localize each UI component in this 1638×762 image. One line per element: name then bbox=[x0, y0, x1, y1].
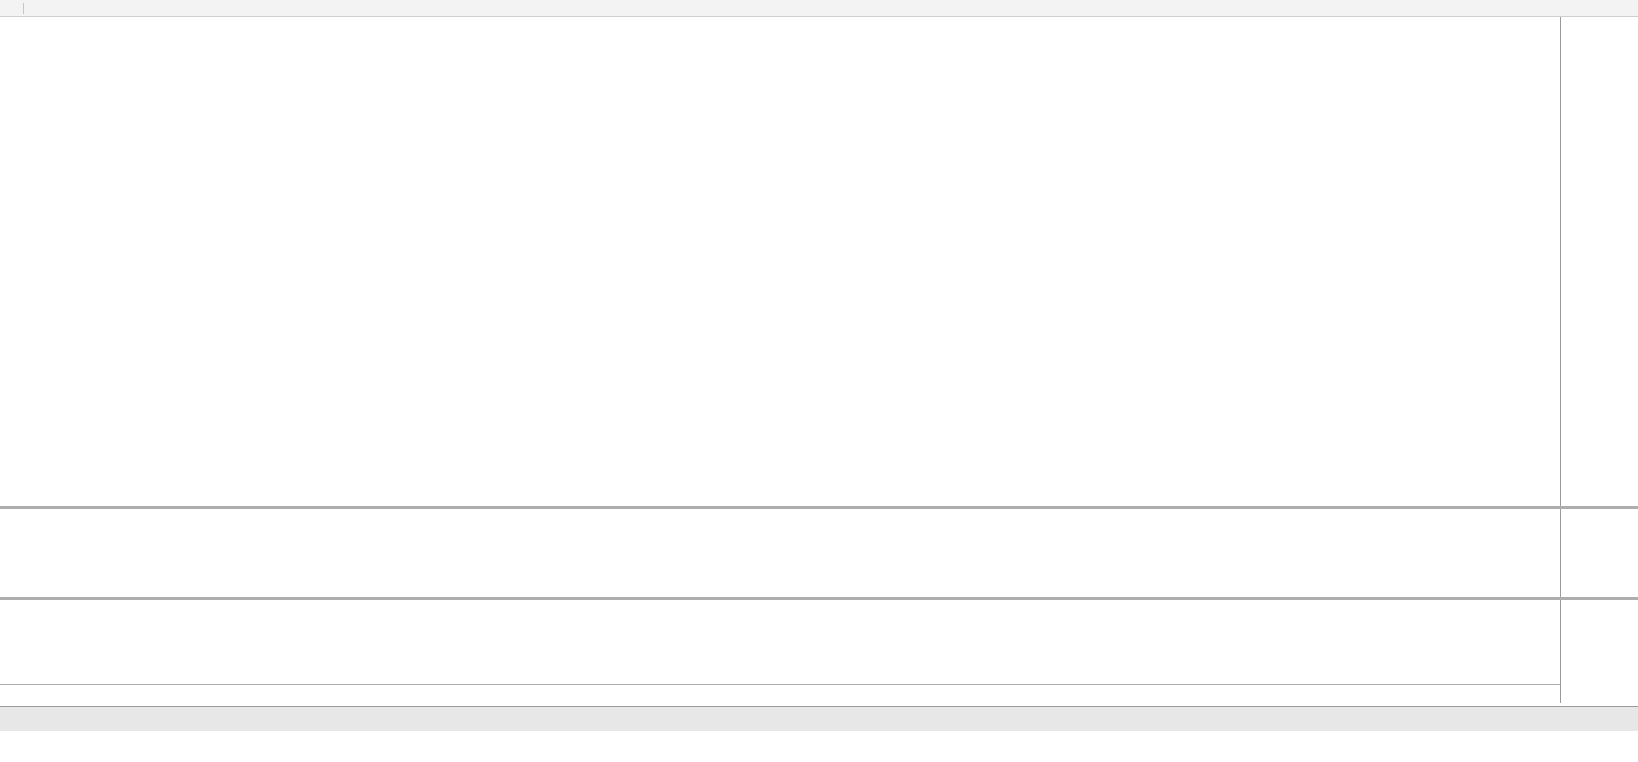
toolbar-separator bbox=[23, 2, 24, 14]
price-chart-panel[interactable] bbox=[0, 17, 1560, 506]
panel-separator-rsi[interactable] bbox=[0, 506, 1638, 509]
price-chart-svg[interactable] bbox=[0, 17, 1560, 506]
rsi-chart-svg[interactable] bbox=[0, 509, 1560, 597]
macd-indicator-panel[interactable] bbox=[0, 600, 1560, 684]
rsi-indicator-panel[interactable] bbox=[0, 509, 1560, 597]
panel-separator-macd[interactable] bbox=[0, 597, 1638, 600]
price-axis-column[interactable] bbox=[1560, 17, 1638, 703]
top-toolbar bbox=[0, 0, 1638, 17]
macd-chart-svg[interactable] bbox=[0, 600, 1560, 684]
chart-tab-bar bbox=[0, 706, 1638, 731]
date-axis[interactable] bbox=[0, 684, 1560, 703]
